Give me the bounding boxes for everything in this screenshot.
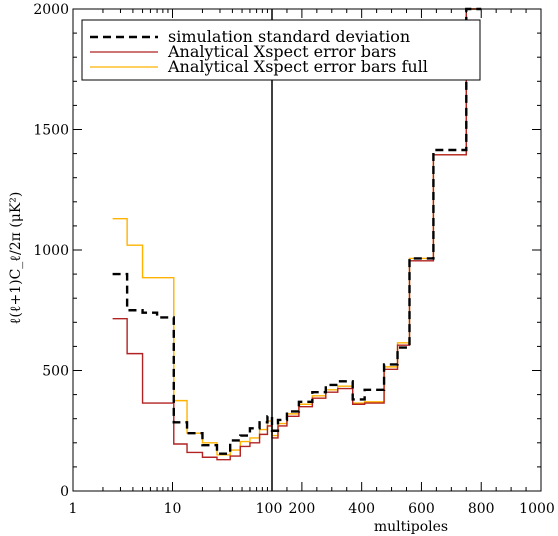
x-tick-label: 200 (289, 501, 316, 517)
legend: simulation standard deviation Analytical… (81, 19, 481, 81)
legend-label-analytical-full: Analytical Xspect error bars full (167, 57, 428, 76)
axes-layer (72, 8, 542, 492)
legend-label-simulation: simulation standard deviation (168, 27, 410, 46)
x-axis-title: multipoles (374, 519, 448, 535)
x-tick-label: 800 (468, 501, 495, 517)
x-tick-label: 100 (256, 501, 283, 517)
y-tick-label: 0 (60, 484, 69, 500)
y-tick-label: 2000 (33, 2, 69, 18)
y-tick-label: 1000 (33, 243, 69, 259)
series-line-analytical-xspect-error-bars (112, 8, 482, 461)
x-tick-label: 400 (348, 501, 375, 517)
x-tick-label: 1000 (519, 501, 555, 517)
legend-label-analytical: Analytical Xspect error bars (167, 42, 396, 61)
labels-layer: 0 500 1000 1500 2000 1 10 100 200 400 600 800 1000 (33, 2, 554, 517)
series-layer (112, 7, 482, 461)
x-tick-label: 10 (164, 501, 182, 517)
y-tick-label: 500 (42, 364, 69, 380)
x-tick-label: 1 (69, 501, 78, 517)
legend-box (81, 19, 481, 81)
y-tick-label: 1500 (33, 123, 69, 139)
series-line-simulation-standard-deviation (112, 7, 482, 455)
x-tick-label: 600 (408, 501, 435, 517)
y-axis-title: ℓ(ℓ+1)C_ℓ/2π (μK²) (8, 192, 24, 325)
